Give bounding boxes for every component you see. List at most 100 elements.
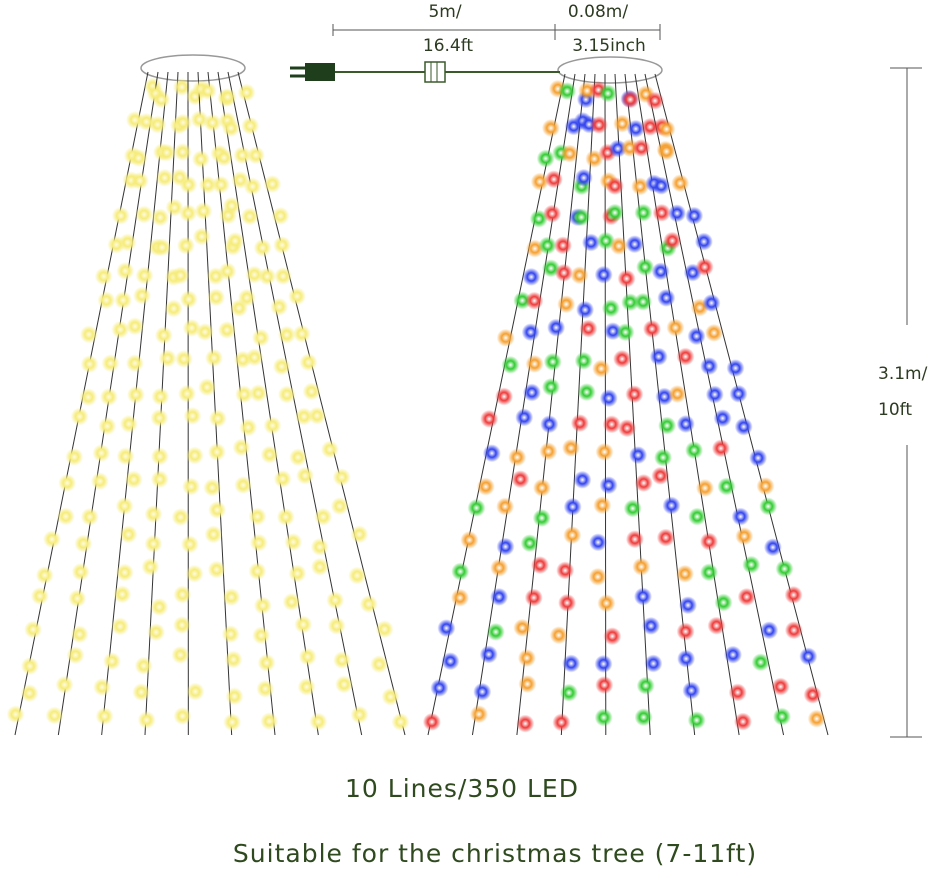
led bbox=[152, 90, 171, 109]
led bbox=[605, 177, 624, 195]
led bbox=[43, 530, 61, 549]
led bbox=[226, 231, 245, 250]
led bbox=[35, 566, 54, 585]
led bbox=[113, 585, 132, 604]
led bbox=[705, 385, 724, 404]
led bbox=[258, 267, 277, 286]
led bbox=[605, 203, 624, 222]
height: 10ft bbox=[878, 400, 912, 420]
led bbox=[277, 325, 296, 344]
led bbox=[298, 647, 317, 666]
led bbox=[685, 206, 704, 225]
led bbox=[308, 406, 327, 425]
led bbox=[95, 707, 114, 726]
led bbox=[700, 357, 719, 376]
led bbox=[742, 555, 761, 574]
led bbox=[204, 525, 223, 544]
led bbox=[705, 323, 723, 342]
led bbox=[350, 705, 369, 724]
led bbox=[773, 707, 791, 726]
led bbox=[223, 713, 242, 732]
led bbox=[92, 444, 111, 463]
led bbox=[543, 352, 562, 371]
led bbox=[330, 497, 349, 516]
led bbox=[597, 594, 616, 613]
led bbox=[543, 204, 562, 223]
led bbox=[668, 204, 687, 223]
led bbox=[513, 618, 532, 637]
led bbox=[751, 653, 770, 672]
led bbox=[173, 616, 191, 634]
led bbox=[218, 321, 236, 339]
led bbox=[292, 324, 311, 343]
led bbox=[232, 438, 251, 457]
led bbox=[30, 587, 49, 605]
led bbox=[207, 288, 226, 307]
led bbox=[56, 507, 75, 526]
led bbox=[296, 466, 315, 485]
led bbox=[150, 447, 169, 466]
light-trees bbox=[6, 54, 829, 736]
led bbox=[253, 238, 272, 257]
led bbox=[130, 171, 149, 190]
led bbox=[58, 474, 77, 492]
led bbox=[179, 175, 198, 194]
led bbox=[79, 325, 98, 344]
led bbox=[717, 477, 736, 496]
led bbox=[233, 146, 252, 165]
led bbox=[501, 355, 520, 374]
led bbox=[558, 82, 577, 101]
led bbox=[557, 295, 576, 314]
led bbox=[158, 349, 177, 368]
led bbox=[700, 563, 719, 582]
led bbox=[451, 562, 470, 581]
led bbox=[470, 705, 488, 724]
led bbox=[257, 653, 276, 672]
led bbox=[668, 385, 687, 403]
led bbox=[133, 286, 151, 305]
led bbox=[20, 657, 39, 676]
led bbox=[125, 354, 144, 373]
led bbox=[662, 496, 681, 515]
led bbox=[248, 507, 267, 526]
led bbox=[577, 383, 596, 402]
led bbox=[473, 682, 492, 701]
led bbox=[65, 447, 84, 466]
led bbox=[277, 385, 296, 404]
led bbox=[642, 616, 660, 635]
led bbox=[629, 446, 648, 465]
led bbox=[295, 407, 313, 426]
led bbox=[272, 357, 291, 376]
led bbox=[760, 621, 779, 640]
led bbox=[80, 507, 99, 526]
led bbox=[174, 113, 192, 132]
cable-length: 5m/ bbox=[428, 2, 461, 22]
led bbox=[115, 563, 134, 582]
led bbox=[370, 655, 389, 674]
led bbox=[460, 531, 479, 549]
led bbox=[589, 533, 608, 552]
led bbox=[807, 709, 826, 728]
led bbox=[208, 409, 227, 428]
led bbox=[137, 711, 156, 729]
led bbox=[634, 203, 653, 222]
led bbox=[574, 168, 593, 187]
led bbox=[90, 472, 109, 491]
led bbox=[707, 616, 726, 635]
led bbox=[515, 408, 534, 427]
led bbox=[239, 418, 258, 437]
led bbox=[618, 419, 637, 438]
led bbox=[729, 384, 748, 403]
led bbox=[359, 595, 378, 614]
led bbox=[634, 474, 653, 492]
top-ring bbox=[140, 54, 246, 82]
led bbox=[215, 148, 233, 167]
led bbox=[101, 354, 120, 373]
led bbox=[309, 712, 328, 731]
led bbox=[172, 78, 191, 96]
led bbox=[579, 319, 598, 338]
led bbox=[111, 617, 130, 636]
led bbox=[570, 266, 589, 285]
led bbox=[246, 146, 265, 165]
led bbox=[525, 291, 544, 310]
